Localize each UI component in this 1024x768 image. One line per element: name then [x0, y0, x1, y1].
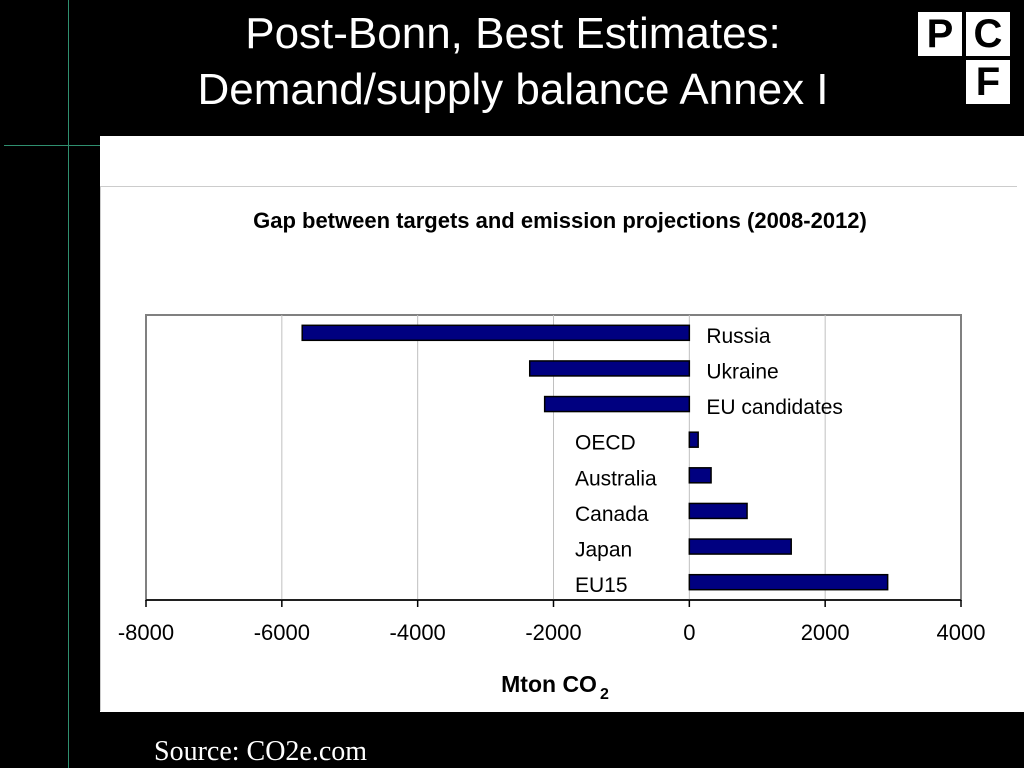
chart-title: Gap between targets and emission project…: [253, 208, 867, 233]
x-tick-label: -8000: [118, 620, 174, 645]
bar-oecd: [688, 431, 699, 448]
bar-eu-candidates: [543, 395, 691, 413]
slide-guide-horizontal: [4, 145, 102, 146]
bar-japan: [688, 538, 792, 555]
logo-letter-p: P: [918, 12, 962, 56]
x-tick-label: 2000: [801, 620, 850, 645]
x-tick-label: -6000: [254, 620, 310, 645]
x-axis-title: Mton CO 2: [501, 671, 609, 703]
category-label: EU15: [575, 574, 628, 597]
x-axis-title-subscript: 2: [600, 686, 609, 703]
bar-ukraine: [528, 360, 691, 377]
bar-australia: [688, 467, 712, 484]
slide-guide-vertical: [68, 0, 69, 768]
category-label: Australia: [575, 467, 657, 490]
chart-area-frame: [100, 186, 1017, 711]
x-tick-label: 0: [683, 620, 695, 645]
category-label: OECD: [575, 432, 636, 455]
category-label: Ukraine: [706, 360, 778, 383]
logo-letter-c: C: [966, 12, 1010, 56]
bar-canada: [688, 502, 748, 520]
source-note: Source: CO2e.com: [154, 736, 368, 767]
category-label: Canada: [575, 503, 649, 526]
pcf-logo: P C F: [916, 10, 1016, 110]
x-tick-label: 4000: [937, 620, 986, 645]
x-tick-label: -4000: [390, 620, 446, 645]
category-label: Japan: [575, 539, 632, 562]
category-label: Russia: [706, 325, 771, 348]
chart-panel: Gap between targets and emission project…: [100, 136, 1024, 712]
category-label: EU candidates: [706, 396, 843, 419]
bar-eu15: [688, 573, 889, 591]
logo-letter-f: F: [966, 60, 1010, 104]
slide-title: Post-Bonn, Best Estimates: Demand/supply…: [100, 6, 926, 118]
slide-title-line2: Demand/supply balance Annex I: [197, 65, 829, 114]
x-tick-label: -2000: [525, 620, 581, 645]
bar-chart: -8000 -6000 -4000 -2000 0 2000 4000 Russia Ukrai…: [118, 314, 986, 703]
bar-russia: [301, 324, 691, 342]
x-axis-title-main: Mton CO: [501, 671, 597, 697]
slide-title-line1: Post-Bonn, Best Estimates:: [245, 9, 781, 58]
